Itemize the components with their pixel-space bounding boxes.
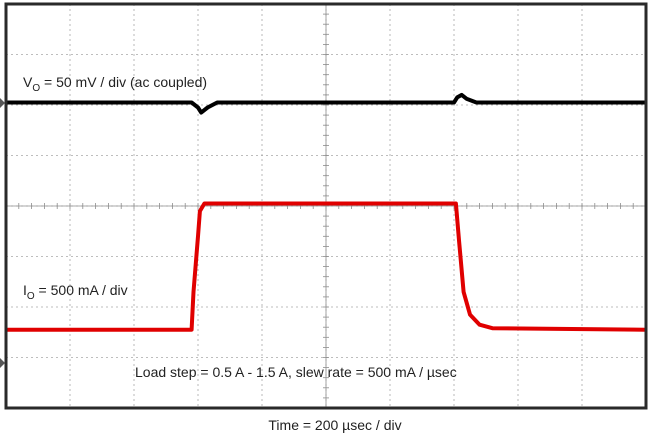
io-label-sub: O: [27, 291, 35, 302]
io-label-rest: = 500 mA / div: [35, 282, 128, 298]
plot-frame: [4, 2, 648, 410]
io-label-main: I: [23, 282, 27, 298]
vo-label-rest: = 50 mV / div (ac coupled): [40, 74, 207, 90]
x-axis-label: Time = 200 µsec / div: [268, 417, 401, 433]
ch1-marker: [0, 98, 5, 108]
load-step-annotation: Load step = 0.5 A - 1.5 A, slew rate = 5…: [135, 364, 457, 380]
io-trace: [6, 201, 647, 332]
vo-label-sub: O: [32, 83, 40, 94]
grid: [5, 3, 647, 409]
traces: [6, 92, 647, 332]
vo-label: VO = 50 mV / div (ac coupled): [23, 74, 207, 94]
ch2-marker: [0, 358, 5, 368]
io-label: IO = 500 mA / div: [23, 282, 128, 302]
vo-trace: [6, 92, 646, 115]
vo-label-main: V: [23, 74, 33, 90]
